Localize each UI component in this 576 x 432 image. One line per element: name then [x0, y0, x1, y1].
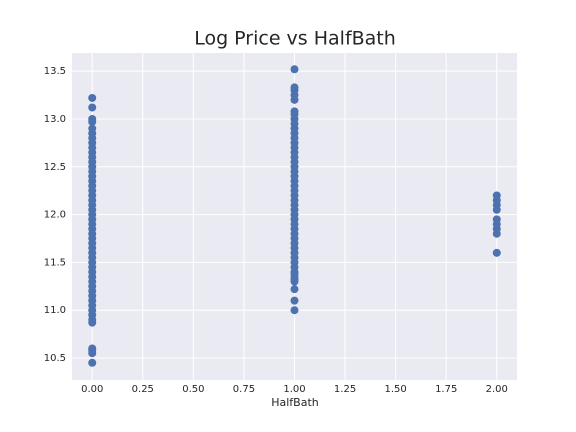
chart-title: Log Price vs HalfBath	[194, 28, 396, 50]
y-tick-label: 13.0	[44, 114, 66, 125]
scatter-point	[290, 306, 299, 315]
y-tick-label: 11.5	[44, 257, 66, 268]
scatter-point	[88, 344, 97, 353]
scatter-point	[290, 277, 299, 286]
x-tick-label: 1.75	[435, 384, 457, 395]
scatter-point	[492, 248, 501, 257]
x-tick-label: 0.50	[182, 384, 204, 395]
scatter-point	[492, 191, 501, 200]
x-tick-label: 0.25	[132, 384, 154, 395]
y-tick-label: 11.0	[44, 305, 66, 316]
scatter-point	[290, 285, 299, 294]
y-tick-label: 10.5	[44, 353, 66, 364]
x-tick-label: 2.00	[486, 384, 508, 395]
y-tick-label: 12.0	[44, 210, 66, 221]
scatter-point	[290, 107, 299, 116]
x-tick-label: 0.75	[233, 384, 255, 395]
scatter-point	[290, 296, 299, 305]
y-tick-label: 12.5	[44, 162, 66, 173]
y-tick-label: 13.5	[44, 66, 66, 77]
scatter-point	[290, 83, 299, 92]
scatter-point	[88, 103, 97, 112]
scatter-point	[492, 215, 501, 224]
scatter-point	[88, 124, 97, 133]
scatter-point	[290, 65, 299, 74]
x-tick-label: 1.50	[385, 384, 407, 395]
x-tick-label: 1.00	[283, 384, 305, 395]
scatter-point	[290, 269, 299, 278]
scatter-point	[88, 358, 97, 367]
x-tick-label: 0.00	[81, 384, 103, 395]
x-axis-label: HalfBath	[271, 396, 319, 409]
x-tick-label: 1.25	[334, 384, 356, 395]
scatter-point	[88, 114, 97, 123]
scatter-point	[88, 93, 97, 102]
